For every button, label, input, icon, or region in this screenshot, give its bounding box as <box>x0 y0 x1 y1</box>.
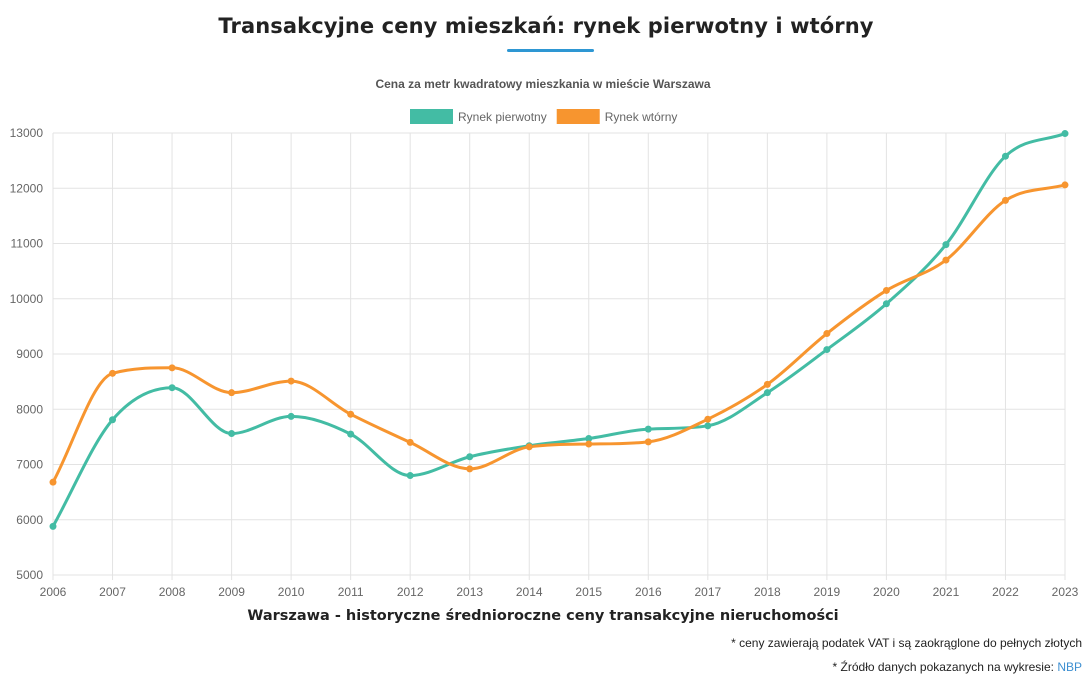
data-point[interactable] <box>1061 130 1069 138</box>
x-tick-label: 2022 <box>992 585 1019 599</box>
y-tick-label: 11000 <box>11 237 44 251</box>
legend-item[interactable]: Rynek pierwotny <box>410 109 547 124</box>
x-tick-label: 2018 <box>754 585 781 599</box>
y-tick-label: 13000 <box>10 126 44 140</box>
chart-title: Cena za metr kwadratowy mieszkania w mie… <box>375 77 710 91</box>
data-point[interactable] <box>644 438 652 446</box>
legend-label: Rynek wtórny <box>605 110 678 124</box>
series-line-1 <box>51 132 1067 528</box>
footnote-vat: * ceny zawierają podatek VAT i są zaokrą… <box>731 636 1082 650</box>
grid <box>52 132 1066 580</box>
footnote-source-prefix: * Źródło danych pokazanych na wykresie: <box>832 660 1054 674</box>
data-point[interactable] <box>882 286 890 294</box>
data-point[interactable] <box>1061 181 1069 189</box>
legend-item[interactable]: Rynek wtórny <box>556 109 678 124</box>
x-tick-label: 2010 <box>278 585 305 599</box>
data-point[interactable] <box>763 380 771 388</box>
x-tick-label: 2021 <box>933 585 960 599</box>
x-tick-label: 2017 <box>694 585 721 599</box>
data-point[interactable] <box>228 389 236 397</box>
data-point[interactable] <box>882 300 890 308</box>
data-point[interactable] <box>406 472 414 480</box>
data-point[interactable] <box>466 453 474 461</box>
x-tick-label: 2013 <box>456 585 483 599</box>
data-point[interactable] <box>704 422 712 430</box>
x-tick-label: 2023 <box>1052 585 1079 599</box>
data-point[interactable] <box>585 435 593 443</box>
data-point[interactable] <box>704 415 712 423</box>
data-point[interactable] <box>942 241 950 249</box>
data-point[interactable] <box>763 389 771 397</box>
x-tick-label: 2020 <box>873 585 900 599</box>
data-point[interactable] <box>287 412 295 420</box>
y-axis: 5000 6000 7000 8000 9000 10000 11000 12000 13000 <box>10 126 44 582</box>
data-point[interactable] <box>1001 196 1009 204</box>
x-tick-label: 2007 <box>99 585 126 599</box>
data-point[interactable] <box>168 384 176 392</box>
series-lines <box>51 132 1067 528</box>
legend-label: Rynek pierwotny <box>458 110 547 124</box>
series-line-2 <box>51 183 1067 484</box>
y-tick-label: 6000 <box>16 513 43 527</box>
y-tick-label: 9000 <box>16 347 43 361</box>
legend-swatch <box>556 109 600 124</box>
x-tick-label: 2019 <box>814 585 841 599</box>
data-point[interactable] <box>347 430 355 438</box>
data-point[interactable] <box>525 443 533 451</box>
legend-swatch <box>410 109 453 124</box>
legend: Rynek pierwotny Rynek wtórny <box>410 109 677 124</box>
data-point[interactable] <box>49 478 57 486</box>
data-point[interactable] <box>406 438 414 446</box>
y-tick-label: 12000 <box>10 181 44 195</box>
data-point[interactable] <box>823 346 831 354</box>
page-title: Transakcyjne ceny mieszkań: rynek pierwo… <box>218 14 874 38</box>
x-tick-label: 2016 <box>635 585 662 599</box>
y-tick-label: 8000 <box>16 402 43 416</box>
source-link[interactable]: NBP <box>1057 660 1082 674</box>
x-tick-label: 2014 <box>516 585 543 599</box>
x-tick-label: 2008 <box>159 585 186 599</box>
data-point[interactable] <box>644 425 652 433</box>
series-points <box>49 130 1069 530</box>
data-point[interactable] <box>466 465 474 473</box>
x-tick-label: 2015 <box>575 585 602 599</box>
footnote-source: * Źródło danych pokazanych na wykresie: … <box>833 660 1082 674</box>
x-tick-label: 2006 <box>40 585 67 599</box>
data-point[interactable] <box>228 430 236 438</box>
data-point[interactable] <box>942 256 950 264</box>
data-point[interactable] <box>109 416 117 424</box>
x-tick-label: 2011 <box>338 585 364 599</box>
x-axis: 2006 2007 2008 2009 2010 2011 2012 2013 2014 2015… <box>40 585 1079 599</box>
x-axis-title: Warszawa - historyczne średnioroczne cen… <box>247 608 838 624</box>
title-underline <box>507 49 594 52</box>
x-tick-label: 2009 <box>218 585 245 599</box>
y-tick-label: 5000 <box>16 568 43 582</box>
y-tick-label: 7000 <box>16 458 43 472</box>
data-point[interactable] <box>49 522 57 530</box>
data-point[interactable] <box>287 377 295 385</box>
data-point[interactable] <box>168 364 176 372</box>
x-tick-label: 2012 <box>397 585 424 599</box>
data-point[interactable] <box>109 369 117 377</box>
data-point[interactable] <box>823 330 831 338</box>
y-tick-label: 10000 <box>10 292 44 306</box>
data-point[interactable] <box>1001 152 1009 160</box>
data-point[interactable] <box>347 410 355 418</box>
data-point[interactable] <box>585 440 593 448</box>
